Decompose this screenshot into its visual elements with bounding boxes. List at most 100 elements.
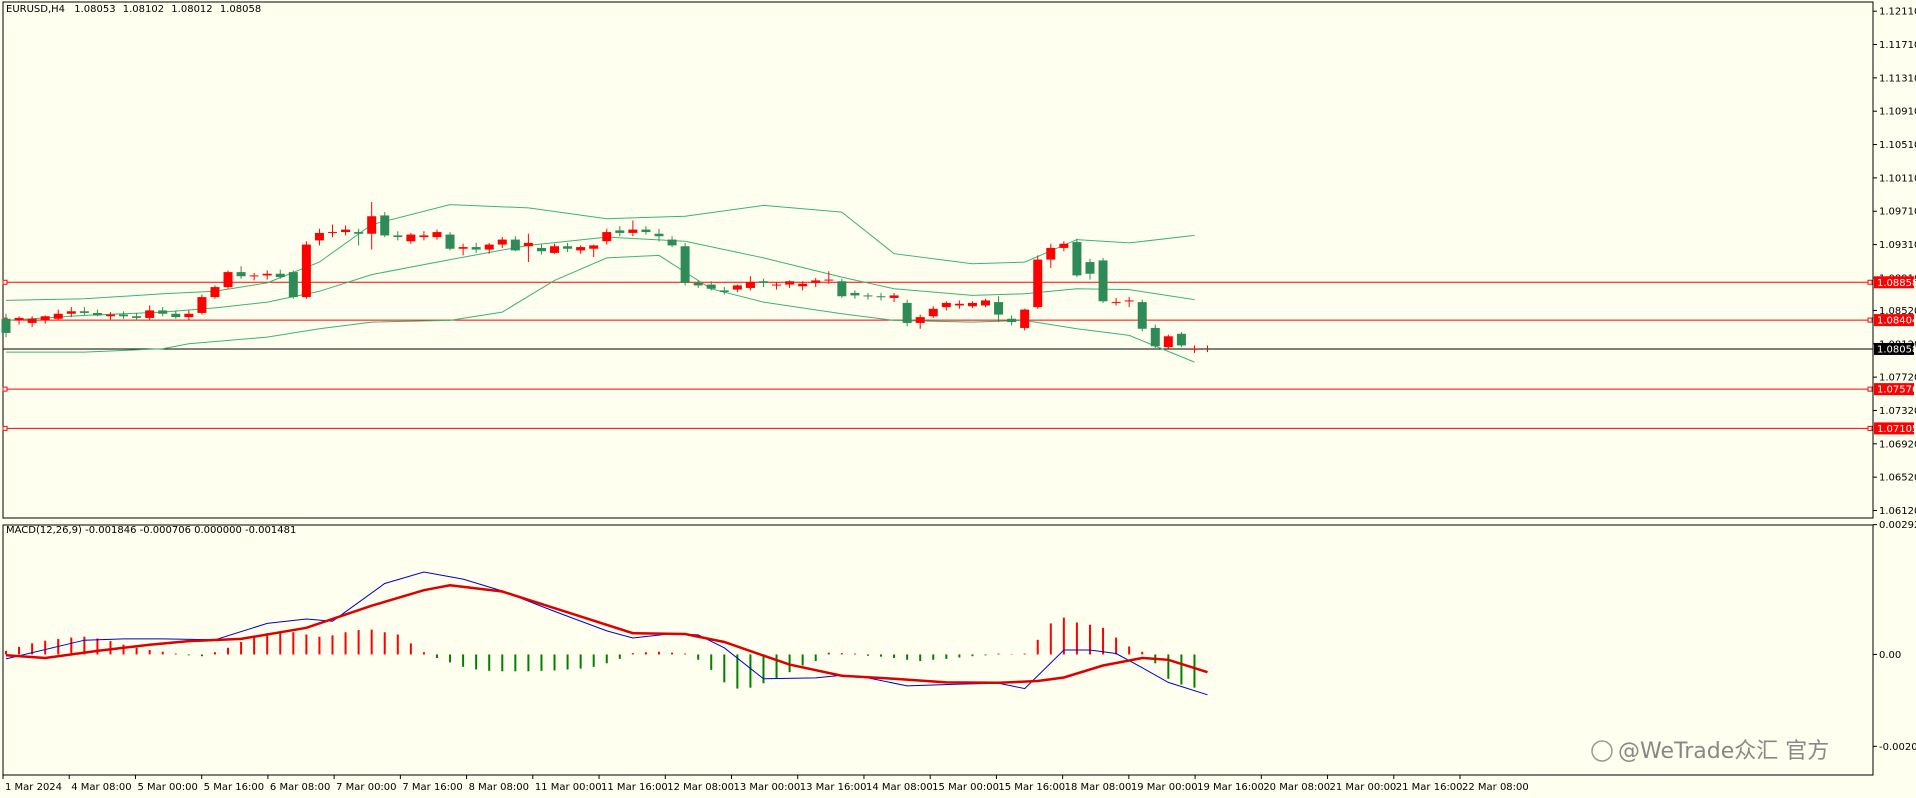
time-axis-label: 21 Mar 16:00 bbox=[1396, 782, 1463, 793]
price-level-handle bbox=[2, 279, 8, 285]
time-axis-label: 4 Mar 08:00 bbox=[71, 782, 131, 793]
close-value: 1.08058 bbox=[220, 4, 261, 15]
candle-body bbox=[523, 242, 533, 247]
candle-body bbox=[550, 246, 560, 253]
price-level-tag-label: 1.07576 bbox=[1877, 385, 1916, 396]
candle-body bbox=[262, 273, 272, 276]
time-axis-label: 19 Mar 00:00 bbox=[1131, 782, 1198, 793]
price-level-tag bbox=[1874, 276, 1914, 289]
candle-body bbox=[497, 239, 507, 245]
candle-body bbox=[432, 232, 442, 238]
candle-body bbox=[602, 232, 612, 242]
candle-body bbox=[184, 313, 194, 318]
candle-body bbox=[223, 272, 233, 288]
candle-body bbox=[563, 246, 573, 249]
price-level-handle bbox=[1867, 386, 1873, 392]
price-axis-label: 1.10110 bbox=[1879, 173, 1916, 184]
price-level-tag-label: 1.07105 bbox=[1877, 424, 1916, 435]
time-axis-label: 5 Mar 16:00 bbox=[204, 782, 264, 793]
price-level-tag bbox=[1874, 314, 1914, 327]
price-axis-label: 1.12110 bbox=[1879, 7, 1916, 18]
candle-body bbox=[1, 318, 11, 333]
candle-body bbox=[876, 296, 886, 298]
candle-body bbox=[811, 280, 821, 283]
candle-body bbox=[680, 246, 690, 283]
candle-body bbox=[994, 302, 1004, 315]
candle-body bbox=[14, 317, 24, 321]
candle-body bbox=[105, 314, 115, 317]
price-level-handle bbox=[1867, 279, 1873, 285]
candle-body bbox=[53, 313, 63, 319]
candle-body bbox=[328, 232, 337, 234]
symbol-label: EURUSD,H4 bbox=[6, 4, 65, 15]
price-level-tag bbox=[1874, 383, 1914, 396]
candle-body bbox=[249, 275, 259, 277]
candle-body bbox=[367, 216, 377, 234]
candle-body bbox=[941, 302, 951, 308]
candle-body bbox=[1072, 242, 1082, 276]
time-axis-label: 15 Mar 16:00 bbox=[998, 782, 1065, 793]
candle-body bbox=[484, 244, 494, 250]
time-axis-label: 12 Mar 08:00 bbox=[667, 782, 734, 793]
candle-body bbox=[1150, 327, 1160, 347]
candle-body bbox=[406, 234, 416, 242]
candle-body bbox=[928, 308, 938, 317]
candle-body bbox=[654, 233, 664, 237]
price-pane-border bbox=[2, 1, 1874, 519]
candle-body bbox=[445, 234, 455, 249]
price-level-tag bbox=[1874, 342, 1914, 355]
candle-body bbox=[1124, 300, 1134, 302]
candle-body bbox=[275, 273, 285, 278]
time-axis-label: 7 Mar 00:00 bbox=[336, 782, 396, 793]
candle-body bbox=[393, 235, 403, 238]
candle-body bbox=[66, 311, 76, 314]
time-axis-label: 18 Mar 08:00 bbox=[1065, 782, 1132, 793]
candle-body bbox=[210, 287, 220, 298]
time-axis-label: 20 Mar 08:00 bbox=[1263, 782, 1330, 793]
candle-body bbox=[772, 284, 782, 286]
candle-body bbox=[40, 316, 50, 321]
time-axis-label: 14 Mar 08:00 bbox=[866, 782, 933, 793]
time-axis-label: 7 Mar 16:00 bbox=[402, 782, 462, 793]
watermark: @WeTrade众汇 官方 bbox=[1591, 739, 1829, 764]
price-axis-label: 1.11710 bbox=[1879, 40, 1916, 51]
candle-body bbox=[785, 281, 795, 285]
time-axis-label: 21 Mar 00:00 bbox=[1330, 782, 1397, 793]
price-level-tag-label: 1.08858 bbox=[1877, 278, 1916, 289]
candle-body bbox=[1085, 262, 1095, 274]
price-axis-label: 1.09310 bbox=[1879, 240, 1916, 251]
candle-body bbox=[850, 292, 860, 296]
time-axis-label: 5 Mar 00:00 bbox=[137, 782, 197, 793]
time-axis-label: 11 Mar 00:00 bbox=[535, 782, 602, 793]
price-level-handle bbox=[1867, 425, 1873, 431]
candle-body bbox=[981, 300, 990, 306]
candle-body bbox=[1020, 309, 1030, 328]
time-axis-label: 19 Mar 16:00 bbox=[1197, 782, 1264, 793]
price-axis-label: 1.07720 bbox=[1879, 373, 1916, 384]
candle-body bbox=[288, 272, 298, 298]
price-axis-label: 1.11310 bbox=[1879, 73, 1916, 84]
macd-axis-label: 0.00 bbox=[1879, 650, 1901, 661]
high-value: 1.08102 bbox=[123, 4, 164, 15]
candle-body bbox=[236, 272, 246, 277]
candle-body bbox=[615, 230, 625, 233]
candle-body bbox=[301, 244, 311, 298]
candle-body bbox=[628, 229, 638, 233]
candle-body bbox=[145, 310, 155, 318]
candle-body bbox=[732, 285, 742, 290]
candle-body bbox=[706, 284, 716, 289]
price-level-tag-label: 1.08404 bbox=[1877, 316, 1916, 327]
macd-axis-label: -0.002073 bbox=[1879, 742, 1916, 753]
time-axis-label: 13 Mar 16:00 bbox=[800, 782, 867, 793]
candle-body bbox=[641, 229, 651, 233]
candle-body bbox=[915, 317, 925, 323]
candle-body bbox=[863, 295, 873, 297]
candle-body bbox=[92, 312, 102, 316]
candle-body bbox=[1176, 333, 1186, 346]
candle-body bbox=[1059, 243, 1069, 248]
price-axis-label: 1.06520 bbox=[1879, 473, 1916, 484]
macd-pane-border bbox=[2, 524, 1874, 776]
price-axis-label: 1.10510 bbox=[1879, 140, 1916, 151]
time-axis-label: 11 Mar 16:00 bbox=[601, 782, 668, 793]
